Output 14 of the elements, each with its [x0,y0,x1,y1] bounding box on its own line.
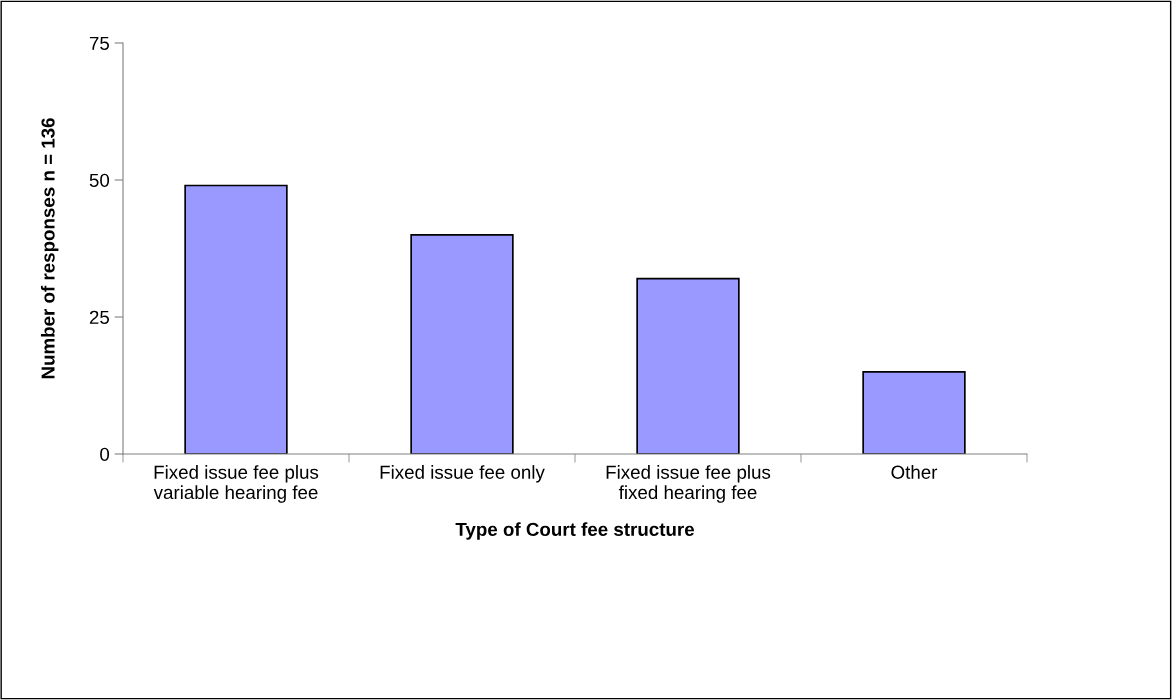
y-tick-label: 25 [89,310,110,324]
y-tick-label: 75 [89,36,110,50]
bar [410,233,514,454]
x-tick-label: Other [891,465,938,479]
bar [636,277,740,454]
bar [184,184,288,454]
y-axis-title: Number of responses n = 136 [40,118,59,379]
x-axis-title: Type of Court fee structure [455,522,695,540]
x-tick-label: Fixed issue fee only [380,465,545,483]
x-tick-label: Fixed issue fee plus fixed hearing fee [606,465,771,503]
bar [862,370,966,454]
y-tick-label: 0 [100,447,110,461]
x-tick-label: Fixed issue fee plus variable hearing fee [153,465,319,503]
y-tick-label: 50 [89,173,110,187]
